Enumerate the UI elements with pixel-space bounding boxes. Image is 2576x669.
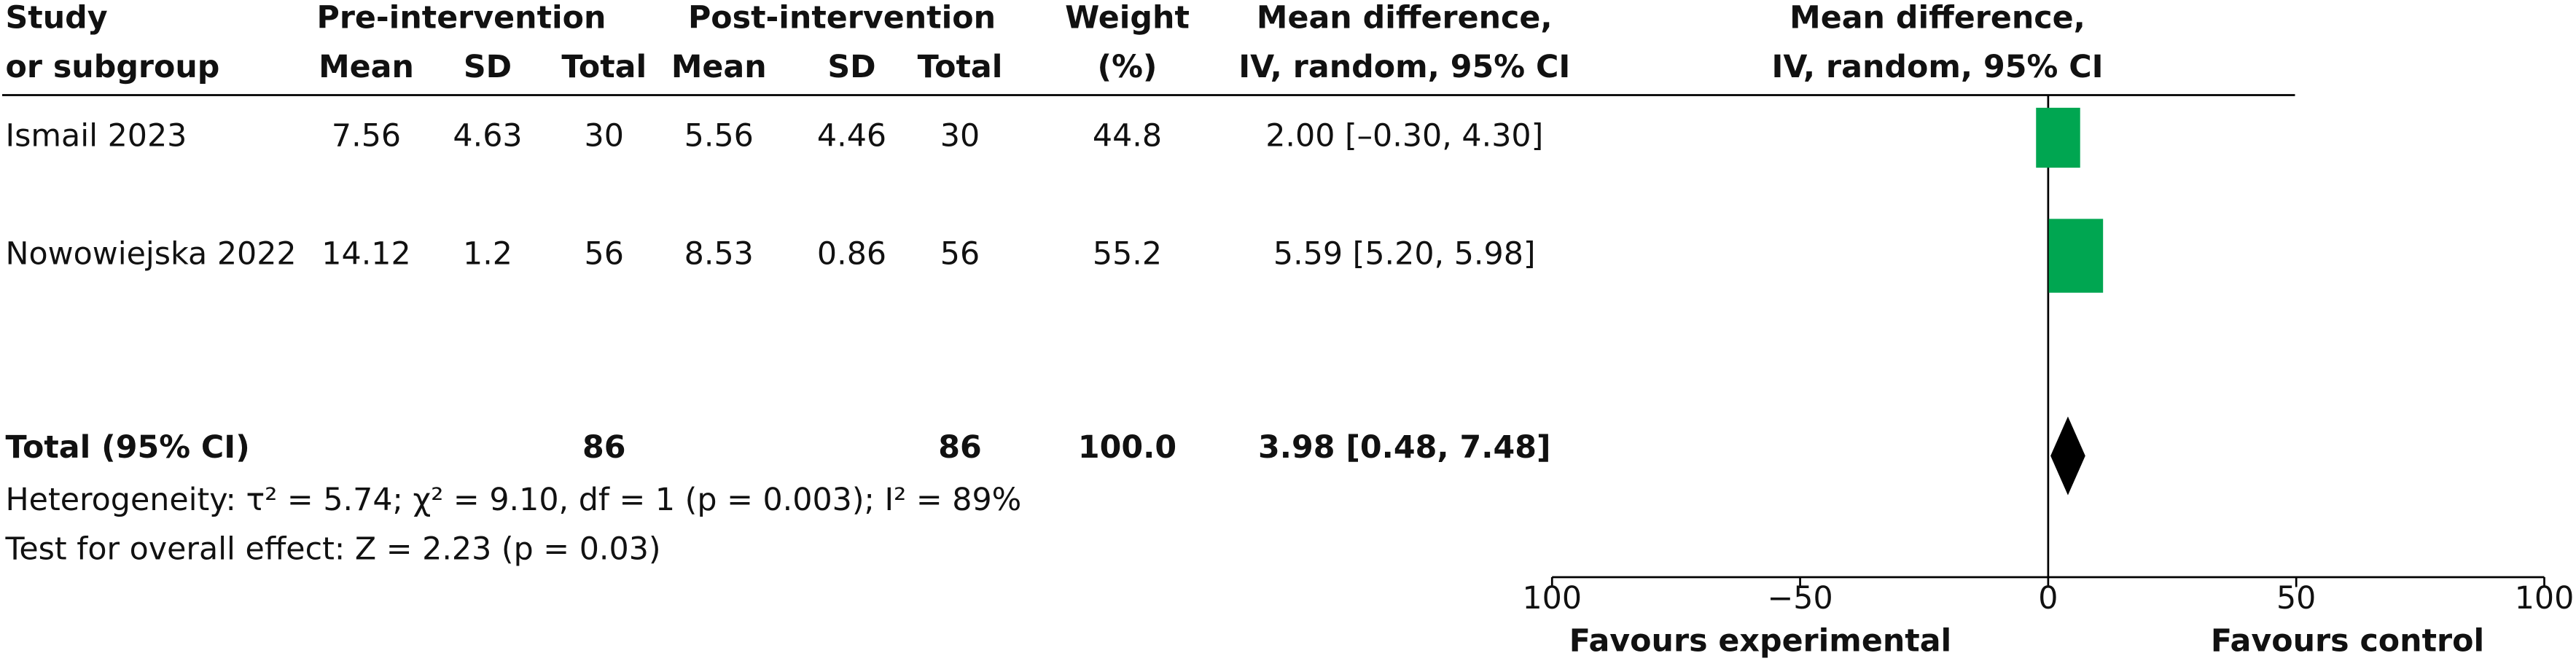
header: SD: [827, 49, 875, 85]
header: SD: [464, 49, 512, 85]
total-label: Total (95% CI): [6, 429, 250, 466]
x-tick-label: 0: [2038, 580, 2058, 617]
cell: 55.2: [1093, 236, 1162, 273]
header: IV, random, 95% CI: [1238, 49, 1570, 85]
cell: 4.63: [453, 118, 522, 154]
header: Pre-intervention: [317, 0, 606, 36]
cell: 56: [940, 236, 980, 273]
x-tick-label: −50: [1767, 580, 1833, 617]
total-diamond: [2050, 416, 2085, 496]
x-tick-label: 100: [1522, 580, 1582, 617]
header: Mean: [319, 49, 414, 85]
cell: 56: [585, 236, 624, 273]
header: Study: [6, 0, 108, 36]
header: Total: [561, 49, 647, 85]
cell: 44.8: [1093, 118, 1162, 154]
cell: 86: [582, 429, 626, 466]
cell: 5.59 [5.20, 5.98]: [1273, 236, 1536, 273]
cell: 100.0: [1078, 429, 1176, 466]
x-tick-label: 100: [2515, 580, 2575, 617]
x-tick-label: 50: [2276, 580, 2316, 617]
header: Post-intervention: [688, 0, 996, 36]
cell: 14.12: [321, 236, 410, 273]
x-axis-label: Favours control: [2211, 623, 2484, 660]
cell: 30: [585, 118, 624, 154]
header: IV, random, 95% CI: [1771, 49, 2103, 85]
cell: 4.46: [817, 118, 886, 154]
study-name: Ismail 2023: [6, 118, 187, 154]
header: (%): [1098, 49, 1158, 85]
cell: 1.2: [463, 236, 512, 273]
cell: 5.56: [684, 118, 754, 154]
header: or subgroup: [6, 49, 220, 85]
header: Mean: [671, 49, 767, 85]
cell: 7.56: [332, 118, 401, 154]
heterogeneity: Heterogeneity: τ² = 5.74; χ² = 9.10, df …: [6, 482, 1022, 518]
header: Total: [918, 49, 1003, 85]
cell: 0.86: [817, 236, 886, 273]
header: Mean difference,: [1789, 0, 2085, 36]
header: Mean difference,: [1257, 0, 1553, 36]
header: Weight: [1065, 0, 1190, 36]
x-axis-label: Favours experimental: [1569, 623, 1951, 660]
cell: 2.00 [–0.30, 4.30]: [1265, 118, 1543, 154]
study-square: [2036, 107, 2080, 168]
cell: 86: [938, 429, 982, 466]
cell: 3.98 [0.48, 7.48]: [1258, 429, 1551, 466]
study-name: Nowowiejska 2022: [6, 236, 297, 273]
study-square: [2048, 219, 2104, 293]
overall-effect: Test for overall effect: Z = 2.23 (p = 0…: [5, 531, 661, 568]
cell: 8.53: [684, 236, 754, 273]
cell: 30: [940, 118, 980, 154]
